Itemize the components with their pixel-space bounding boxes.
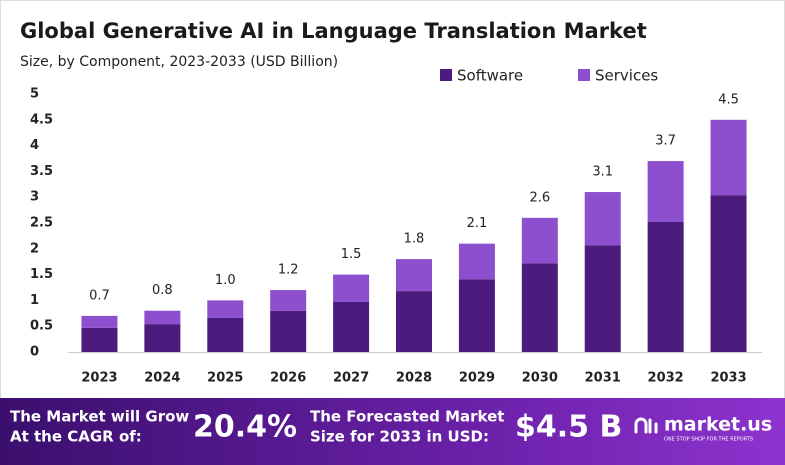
bar-segment	[647, 161, 684, 222]
footer-banner	[0, 398, 785, 465]
x-tick-label: 2029	[459, 371, 495, 386]
forecast-value: $4.5 B	[515, 410, 622, 445]
bar-segment	[521, 217, 558, 264]
bar-segment	[81, 327, 118, 352]
total-label: 3.7	[655, 134, 676, 149]
bar-segment	[207, 300, 244, 318]
bar-segment	[710, 119, 747, 196]
brand-name: market.us	[664, 414, 772, 436]
total-label: 2.1	[467, 216, 488, 231]
cagr-value: 20.4%	[193, 410, 297, 445]
y-tick-label: 4.5	[30, 112, 53, 127]
y-tick-label: 4	[30, 138, 39, 153]
y-tick-label: 1	[30, 293, 39, 308]
bar-segment	[458, 279, 495, 352]
total-label: 0.8	[152, 283, 173, 298]
x-tick-label: 2027	[333, 371, 369, 386]
y-tick-label: 2.5	[30, 216, 53, 231]
x-tick-label: 2031	[585, 371, 621, 386]
bar-segment	[144, 324, 181, 352]
x-tick-label: 2023	[81, 371, 117, 386]
total-label: 1.8	[404, 232, 425, 247]
x-tick-label: 2024	[144, 371, 180, 386]
total-label: 1.2	[278, 263, 299, 278]
cagr-label: The Market will Grow	[10, 408, 189, 426]
legend-swatch	[578, 69, 590, 81]
y-tick-label: 5	[30, 87, 39, 102]
legend-label: Services	[595, 67, 658, 85]
chart-subtitle: Size, by Component, 2023-2033 (USD Billi…	[20, 54, 338, 70]
bar-segment	[521, 263, 558, 352]
x-tick-label: 2033	[710, 371, 746, 386]
brand-tagline: ONE STOP SHOP FOR THE REPORTS	[664, 437, 753, 443]
cagr-label: At the CAGR of:	[10, 428, 142, 446]
bar-segment	[207, 317, 244, 352]
x-tick-label: 2032	[648, 371, 684, 386]
y-tick-label: 3.5	[30, 164, 53, 179]
legend-label: Software	[457, 67, 523, 85]
total-label: 0.7	[89, 288, 110, 303]
bar-segment	[396, 291, 432, 352]
bar-segment	[710, 195, 747, 352]
y-tick-label: 3	[30, 190, 39, 205]
bar-segment	[333, 274, 370, 302]
brand-logo	[634, 417, 658, 434]
y-tick-label: 1.5	[30, 267, 53, 282]
bar-segment	[144, 310, 181, 325]
bar-segment	[270, 310, 307, 352]
x-tick-label: 2025	[207, 371, 243, 386]
chart-title: Global Generative AI in Language Transla…	[20, 19, 647, 43]
y-tick-label: 0	[30, 345, 39, 360]
bar-segment	[81, 315, 118, 328]
total-label: 3.1	[592, 165, 613, 180]
forecast-label: The Forecasted Market	[310, 408, 504, 426]
bar-segment	[584, 245, 621, 352]
y-tick-label: 0.5	[30, 319, 53, 334]
x-tick-label: 2028	[396, 371, 432, 386]
bar-segment	[584, 192, 621, 246]
logo-icon	[634, 417, 658, 434]
bar-segment	[333, 301, 370, 352]
x-tick-label: 2026	[270, 371, 306, 386]
total-label: 2.6	[529, 190, 550, 205]
bar-segment	[270, 290, 307, 311]
bar-segment	[396, 259, 432, 292]
total-label: 1.0	[215, 273, 236, 288]
x-tick-label: 2030	[522, 371, 558, 386]
bar-segment	[647, 221, 684, 352]
bar-segment	[458, 243, 495, 280]
forecast-label: Size for 2033 in USD:	[310, 428, 489, 446]
y-tick-label: 2	[30, 241, 39, 256]
total-label: 4.5	[718, 92, 739, 107]
legend-swatch	[440, 69, 452, 81]
total-label: 1.5	[341, 247, 362, 262]
